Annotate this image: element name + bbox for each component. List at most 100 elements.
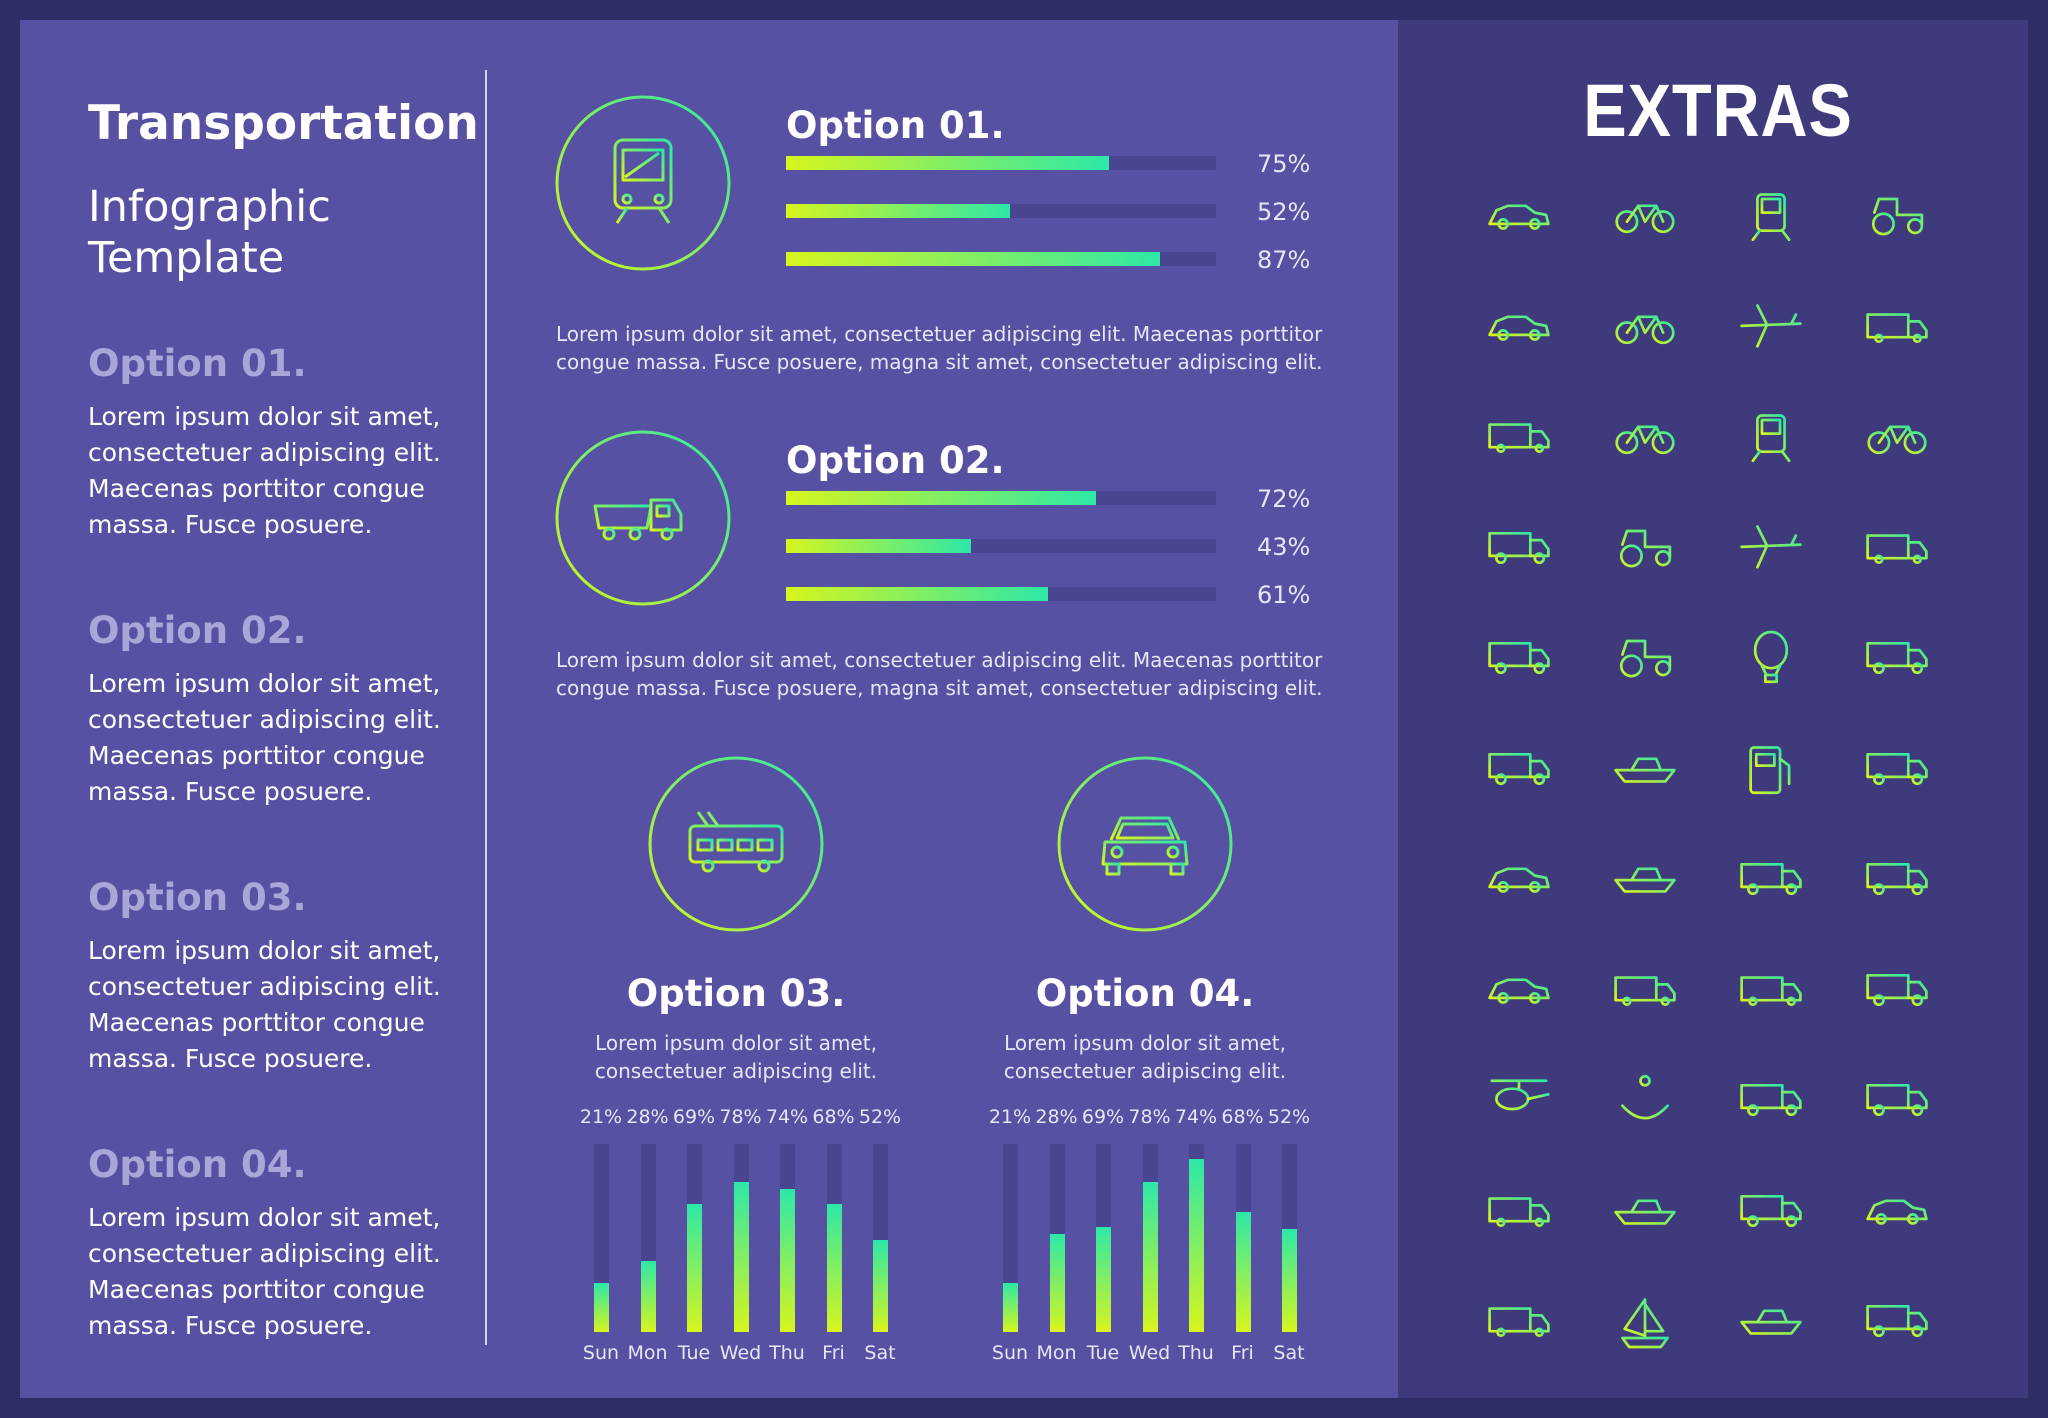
box-truck-icon [1484, 632, 1554, 689]
train-icon [613, 138, 673, 224]
sailboat-icon [1610, 1295, 1680, 1352]
progress-bar [786, 252, 1216, 266]
option-03-text-line2: consectetuer adipiscing elit. [594, 1059, 878, 1083]
bar-track [873, 1144, 888, 1332]
pickup-truck-icon [1484, 964, 1554, 1021]
bulldozer-icon [1610, 522, 1680, 579]
hatchback-icon [1484, 853, 1554, 910]
semi-truck-icon [1862, 632, 1932, 689]
bar [1235, 1211, 1251, 1332]
page-subtitle-line2: Template [88, 233, 285, 283]
fuel-pump-icon [1736, 743, 1806, 800]
anchor-icon [1610, 1074, 1680, 1131]
option-01-text-line1: Lorem ipsum dolor sit amet, consectetuer… [556, 322, 1323, 346]
jet-plane-icon [1736, 522, 1806, 579]
bar-value-label: 74% [1174, 1106, 1218, 1128]
option-03-title: Option 03. [626, 972, 846, 1015]
progress-bar [786, 587, 1216, 601]
excavator-icon [1610, 632, 1680, 689]
bar [1003, 1283, 1018, 1332]
bar-value-label: 69% [672, 1106, 716, 1128]
option-02-text: Lorem ipsum dolor sit amet, consectetuer… [556, 646, 1323, 702]
bar-value-label: 21% [579, 1106, 623, 1128]
progress-bar-fill [786, 539, 971, 553]
option-04-text: Lorem ipsum dolor sit amet, consectetuer… [985, 1029, 1305, 1085]
bar-value-label: 78% [1128, 1106, 1171, 1128]
progress-percent: 75% [1257, 150, 1311, 178]
loader-truck-icon [1862, 1074, 1932, 1131]
freight-truck-icon [1736, 853, 1806, 910]
extras-panel: EXTRAS [1398, 20, 2028, 1398]
sidebar-option-text: Lorem ipsum dolor sit amet, consectetuer… [88, 1203, 441, 1340]
trolleybus-icon [688, 811, 784, 873]
bar-category-label: Mon [627, 1342, 668, 1364]
tractor-icon [1862, 190, 1932, 247]
sidebar-option-text: Lorem ipsum dolor sit amet, consectetuer… [88, 669, 441, 806]
option-04-text-line2: consectetuer adipiscing elit. [1003, 1059, 1287, 1083]
bar [873, 1239, 888, 1332]
option-02-text-line1: Lorem ipsum dolor sit amet, consectetuer… [556, 648, 1323, 672]
helicopter-icon [1484, 1074, 1554, 1131]
progress-bar-fill [786, 491, 1096, 505]
scooter-icon [1610, 301, 1680, 358]
motorcycle-icon [1610, 411, 1680, 468]
bar-category-label: Mon [1036, 1342, 1077, 1364]
cyclist-icon [1862, 411, 1932, 468]
convertible-car-icon [1484, 190, 1554, 247]
bar [1096, 1226, 1111, 1332]
option-04-title: Option 04. [1035, 972, 1255, 1015]
progress-bar [786, 204, 1216, 218]
option-03-text: Lorem ipsum dolor sit amet, consectetuer… [576, 1029, 896, 1085]
bar-value-label: 68% [812, 1106, 855, 1128]
option-04-circle [1055, 754, 1235, 939]
van-icon [1484, 1295, 1554, 1352]
progress-percent: 87% [1257, 246, 1311, 274]
progress-bar [786, 491, 1216, 505]
option-01-title: Option 01. [786, 104, 1005, 147]
airplane-icon [1736, 301, 1806, 358]
sidebar-option-label: Option 03. [88, 876, 307, 919]
cruise-ship-icon [1610, 1185, 1680, 1242]
infographic-panel: Transportation Infographic Template Opti… [20, 20, 1398, 1398]
sidebar-option-label: Option 01. [88, 342, 307, 385]
ambulance-icon [1736, 964, 1806, 1021]
bar-track [780, 1144, 795, 1332]
hot-air-balloon-icon [1736, 630, 1806, 689]
bar-track [640, 1144, 656, 1332]
bar-track [1142, 1144, 1158, 1332]
bar-track [1049, 1144, 1065, 1332]
bar-track [594, 1144, 609, 1332]
bar [594, 1283, 609, 1332]
sedan-car-icon [1484, 301, 1554, 358]
bar [1142, 1181, 1158, 1332]
bar-category-label: Sat [1273, 1342, 1305, 1364]
bar-category-label: Sun [991, 1342, 1029, 1364]
bar-category-label: Thu [769, 1342, 805, 1364]
option-03-block: Option 03. Lorem ipsum dolor sit amet, c… [576, 972, 896, 1085]
sidebar-option-04: Option 04. Lorem ipsum dolor sit amet, c… [88, 1143, 448, 1344]
bar [1049, 1234, 1065, 1332]
bar [733, 1181, 749, 1332]
bar-track [826, 1144, 842, 1332]
bus-icon [1484, 1185, 1554, 1242]
sidebar-option-text: Lorem ipsum dolor sit amet, consectetuer… [88, 402, 441, 539]
option-01-circle [553, 93, 733, 278]
bar-value-label: 68% [1221, 1106, 1264, 1128]
bar-category-label: Wed [719, 1342, 762, 1364]
progress-bar-fill [786, 156, 1109, 170]
bar-category-label: Tue [1086, 1342, 1120, 1364]
progress-percent: 43% [1257, 533, 1311, 561]
bar-category-label: Fri [1231, 1342, 1254, 1364]
extras-title: EXTRAS [1583, 69, 1853, 152]
car-front-icon [1862, 1185, 1932, 1242]
bar-value-label: 74% [765, 1106, 809, 1128]
progress-percent: 61% [1257, 581, 1311, 609]
bar [826, 1204, 842, 1332]
bar-value-label: 69% [1081, 1106, 1125, 1128]
option-03-chart: 21% Sun 28% Mon 69% Tue 78% Wed 74% Thu 68% Fri 52% S… [576, 1100, 936, 1370]
progress-bar [786, 539, 1216, 553]
option-01-text-line2: congue massa. Fusce posuere, magna sit a… [556, 350, 1323, 374]
car-front-icon [1101, 816, 1189, 876]
bar-category-label: Wed [1128, 1342, 1171, 1364]
tank-truck-icon [1736, 1185, 1806, 1242]
